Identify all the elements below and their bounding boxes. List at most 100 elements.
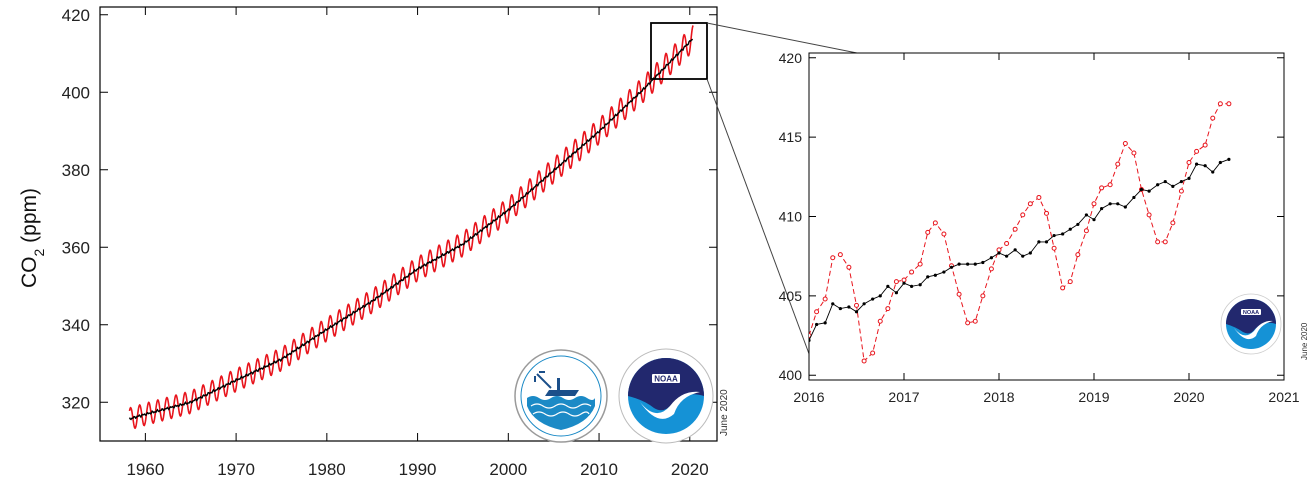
main-plot-frame — [99, 6, 718, 442]
inset-trend-point — [989, 256, 994, 260]
inset-trend-point — [831, 302, 835, 306]
inset-trend-point — [1163, 179, 1167, 184]
main-x-tick-label: 1980 — [308, 460, 346, 479]
inset-trend-point — [1068, 227, 1072, 231]
inset-trend-point — [1013, 248, 1017, 252]
inset-trend-point — [933, 273, 937, 277]
inset-trend-point — [910, 284, 914, 288]
inset-trend-point — [854, 310, 859, 314]
inset-trend-point — [902, 281, 906, 285]
inset-y-tick-label: 400 — [779, 367, 803, 383]
inset-monthly-point — [1012, 226, 1018, 232]
inset-trend-point — [823, 321, 827, 325]
inset-monthly-series-line — [809, 103, 1229, 362]
inset-trend-point — [815, 322, 819, 327]
main-y-tick-label: 320 — [62, 393, 90, 412]
inset-monthly-point — [1226, 101, 1232, 107]
inset-monthly-point — [988, 266, 994, 272]
inset-monthly-point — [996, 247, 1002, 253]
inset-monthly-point — [846, 264, 852, 270]
inset-monthly-point — [1083, 228, 1089, 234]
inset-x-tick-label: 2016 — [793, 389, 824, 405]
noaa-logo: NOAA — [618, 348, 714, 444]
main-axis-ticks: 320 340 360 380 400 420 1960 1970 1980 1990 2000 20… — [62, 6, 717, 479]
inset-trend-point — [809, 338, 811, 342]
inset-monthly-point — [1146, 212, 1152, 218]
inset-monthly-point — [870, 350, 876, 356]
inset-monthly-point — [1194, 148, 1200, 154]
inset-trend-point — [949, 265, 954, 269]
inset-trend-point — [1084, 213, 1088, 217]
inset-monthly-point — [1020, 212, 1026, 218]
inset-monthly-point — [941, 231, 947, 237]
inset-axis-ticks: 400 405 410 415 420 2016 2017 2018 2019 2020 2021 — [779, 50, 1300, 405]
inset-y-tick-label: 405 — [779, 288, 803, 304]
main-y-tick-label: 360 — [62, 238, 90, 257]
svg-text:NOAA: NOAA — [1243, 310, 1259, 316]
inset-x-tick-label: 2020 — [1173, 389, 1204, 405]
inset-monthly-point — [932, 220, 938, 226]
inset-monthly-point — [893, 279, 899, 285]
inset-monthly-point — [917, 261, 923, 267]
inset-series — [809, 101, 1232, 364]
inset-monthly-point — [885, 306, 891, 312]
inset-monthly-point — [1107, 182, 1113, 188]
inset-monthly-point — [1170, 220, 1176, 226]
inset-trend-point — [1100, 206, 1104, 211]
inset-trend-point — [918, 283, 922, 287]
zoom-connector-bottom — [706, 78, 819, 379]
inset-monthly-point — [909, 269, 915, 275]
inset-trend-point — [1037, 240, 1041, 244]
inset-monthly-point — [980, 293, 986, 299]
inset-trend-point — [1211, 170, 1215, 174]
inset-monthly-point — [1178, 188, 1184, 194]
zoom-box — [650, 22, 708, 80]
inset-y-tick-label: 410 — [779, 209, 803, 225]
inset-monthly-point — [1217, 101, 1223, 107]
main-x-tick-label: 1990 — [399, 460, 437, 479]
inset-y-tick-label: 420 — [779, 50, 803, 66]
inset-trend-point — [1123, 205, 1127, 209]
inset-monthly-point — [1067, 279, 1073, 285]
inset-monthly-point — [965, 320, 971, 326]
inset-trend-point — [1187, 176, 1191, 181]
inset-x-tick-label: 2018 — [983, 389, 1014, 405]
main-x-tick-label: 1960 — [126, 460, 164, 479]
inset-monthly-point — [1075, 252, 1081, 258]
inset-monthly-point — [1162, 239, 1168, 245]
inset-monthly-point — [972, 318, 978, 324]
inset-monthly-point — [822, 296, 828, 302]
inset-trend-point — [1179, 179, 1183, 184]
inset-trend-point — [1147, 189, 1151, 193]
inset-trend-point — [997, 251, 1001, 255]
inset-trend-point — [1195, 162, 1199, 166]
inset-monthly-point — [1186, 160, 1192, 166]
inset-monthly-point — [1122, 140, 1128, 146]
inset-monthly-point — [1036, 194, 1042, 200]
inset-trend-point — [966, 262, 970, 266]
inset-monthly-point — [1051, 245, 1057, 251]
inset-monthly-point — [814, 309, 820, 315]
main-x-tick-label: 2020 — [671, 460, 709, 479]
inset-trend-point — [886, 284, 890, 288]
inset-trend-point — [1156, 183, 1160, 187]
svg-text:NOAA: NOAA — [654, 375, 678, 384]
inset-monthly-point — [1099, 185, 1105, 191]
inset-monthly-point — [1155, 239, 1161, 245]
inset-trend-point — [1052, 233, 1056, 238]
main-y-tick-label: 400 — [62, 83, 90, 102]
main-y-axis-label: CO2 (ppm) — [18, 188, 47, 288]
inset-trend-point — [1227, 157, 1231, 161]
inset-trend-point — [1044, 240, 1049, 244]
inset-y-tick-label: 415 — [779, 129, 803, 145]
main-x-tick-label: 1970 — [217, 460, 255, 479]
inset-trend-point — [926, 275, 930, 279]
inset-trend-point — [957, 262, 961, 266]
inset-trend-point — [862, 302, 866, 306]
inset-trend-point — [1092, 218, 1096, 222]
inset-x-tick-label: 2021 — [1268, 389, 1299, 405]
inset-monthly-point — [1060, 285, 1066, 291]
inset-trend-point — [1116, 202, 1120, 206]
inset-trend-point — [1076, 222, 1080, 227]
